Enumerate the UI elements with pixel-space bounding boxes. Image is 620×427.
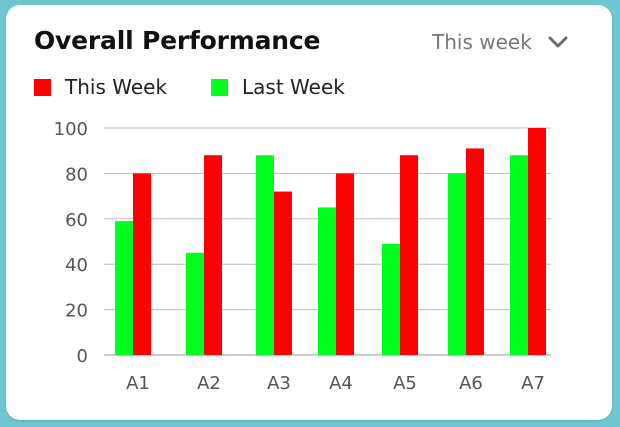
bar-last-week xyxy=(382,243,400,355)
bar-this-week xyxy=(336,173,354,355)
x-tick-label: A7 xyxy=(521,373,545,394)
y-tick-label: 20 xyxy=(65,301,88,322)
x-tick-label: A3 xyxy=(267,373,291,394)
legend-swatch-last-week xyxy=(211,78,229,96)
period-dropdown[interactable]: This week xyxy=(432,30,570,54)
legend-item-last-week: Last Week xyxy=(211,75,345,99)
bar-this-week xyxy=(274,191,292,355)
y-tick-label: 60 xyxy=(65,210,88,231)
y-tick-label: 80 xyxy=(65,164,88,185)
x-tick-label: A4 xyxy=(329,373,353,394)
chevron-down-icon xyxy=(548,36,568,48)
legend-label-last-week: Last Week xyxy=(242,75,345,99)
bar-last-week xyxy=(256,155,274,355)
chart-legend: This Week Last Week xyxy=(34,75,389,99)
legend-label-this-week: This Week xyxy=(65,75,168,99)
bar-this-week xyxy=(204,155,222,355)
bar-this-week xyxy=(528,128,546,355)
bar-last-week xyxy=(448,173,466,355)
bar-last-week xyxy=(510,155,528,355)
x-tick-label: A6 xyxy=(459,373,483,394)
bar-this-week xyxy=(133,173,151,355)
legend-swatch-this-week xyxy=(34,78,51,96)
x-tick-label: A5 xyxy=(393,373,417,394)
bar-last-week xyxy=(186,252,204,355)
bar-last-week xyxy=(318,207,336,355)
bar-this-week xyxy=(400,155,418,355)
period-dropdown-label: This week xyxy=(432,30,532,54)
legend-item-this-week: This Week xyxy=(34,75,167,99)
y-tick-label: 40 xyxy=(65,255,88,276)
x-tick-label: A1 xyxy=(126,373,150,394)
y-tick-label: 100 xyxy=(54,119,88,140)
card-title: Overall Performance xyxy=(34,26,321,55)
x-tick-label: A2 xyxy=(197,373,221,394)
bar-this-week xyxy=(466,148,484,355)
y-tick-label: 0 xyxy=(77,346,88,367)
bar-last-week xyxy=(115,221,133,355)
